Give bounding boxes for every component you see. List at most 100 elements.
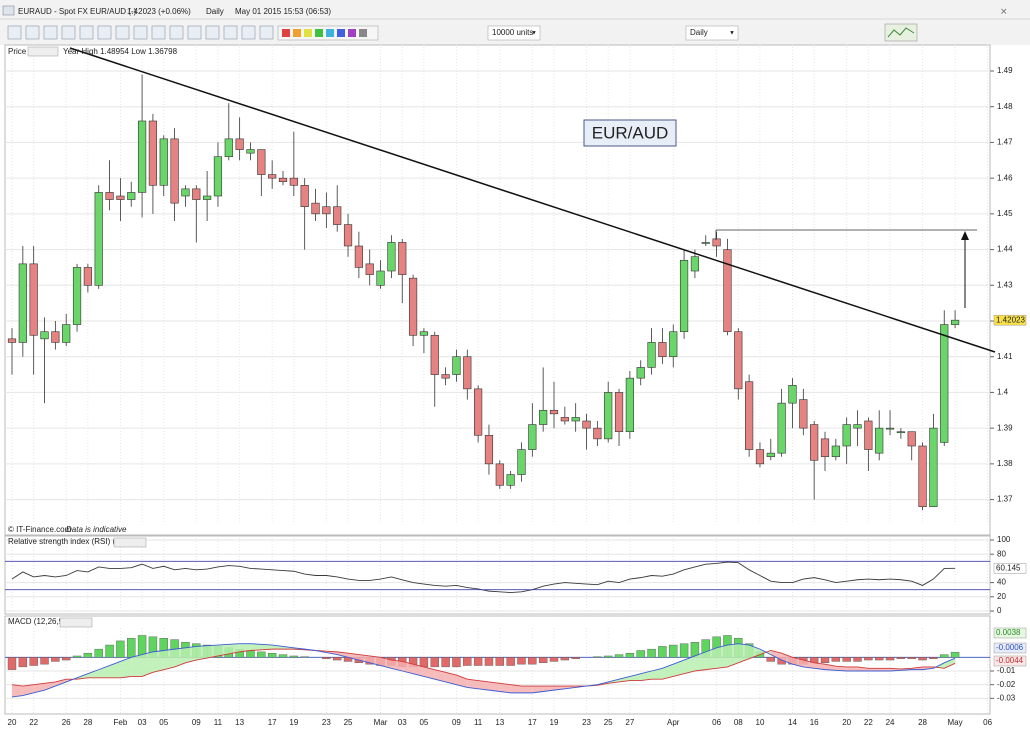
candle-body (788, 384, 797, 404)
histogram-bar (322, 657, 331, 659)
macd-fill (358, 654, 370, 663)
x-tick-label: 09 (192, 718, 201, 727)
tool[interactable] (187, 25, 202, 40)
tool[interactable] (151, 25, 166, 40)
swatch[interactable] (337, 29, 345, 37)
histogram-bar (614, 654, 624, 658)
y-tick-label: 100 (997, 535, 1011, 544)
x-tick-label: 05 (419, 718, 428, 727)
candle-body (235, 138, 244, 150)
units-dropdown[interactable] (487, 25, 541, 41)
swatch[interactable] (359, 29, 367, 37)
swatch[interactable] (282, 29, 290, 37)
tool[interactable] (223, 25, 238, 40)
title-box (583, 119, 677, 147)
histogram-bar (430, 657, 439, 668)
histogram-bar (51, 657, 60, 662)
swatch[interactable] (293, 29, 301, 37)
tool[interactable] (259, 25, 274, 40)
histogram-bar (831, 657, 841, 662)
macd-fill (423, 666, 435, 680)
candle-body (398, 242, 407, 275)
macd-fill (727, 643, 739, 667)
interval-dropdown[interactable] (685, 25, 739, 41)
macd-fill (825, 664, 836, 671)
tool[interactable] (169, 25, 184, 40)
candle-body (820, 438, 830, 458)
x-tick-label: 03 (138, 718, 147, 727)
tool[interactable] (43, 25, 58, 40)
macd-fill (803, 660, 815, 669)
macd-fill (478, 680, 489, 691)
candle-body (463, 356, 472, 390)
candle-body (148, 120, 158, 186)
macd-fill (272, 645, 283, 650)
macd-fill (499, 683, 511, 693)
x-tick-label: Apr (667, 718, 680, 727)
histogram-bar (463, 657, 472, 666)
close-button[interactable]: ✕ (1000, 6, 1008, 16)
y-tick-label: 1.39 (997, 423, 1013, 432)
candle-body (62, 324, 71, 343)
chart-type-button[interactable] (884, 23, 918, 42)
source-note: Data is indicative (66, 525, 127, 534)
candle-body (755, 449, 765, 465)
histogram-bar (625, 653, 635, 658)
panel-controls[interactable] (113, 537, 147, 548)
candle-body (745, 381, 754, 450)
units-value: 10000 units (492, 28, 533, 37)
tool[interactable] (7, 25, 22, 40)
macd-fill (781, 653, 793, 665)
tool[interactable] (97, 25, 112, 40)
panel-controls[interactable] (27, 46, 59, 57)
x-tick-label: 23 (322, 718, 331, 727)
panel-controls[interactable] (59, 617, 93, 628)
macd-fill (131, 654, 143, 677)
swatch[interactable] (326, 29, 334, 37)
x-tick-label: 09 (452, 718, 461, 727)
y-tick-label: 1.49 (997, 66, 1013, 75)
candle-body (430, 334, 439, 375)
swatch[interactable] (348, 29, 356, 37)
macd-fill (944, 658, 956, 669)
tool[interactable] (133, 25, 148, 40)
candle-body (278, 177, 288, 183)
tool[interactable] (205, 25, 220, 40)
macd-fill (22, 684, 34, 696)
histogram-bar (885, 657, 895, 661)
histogram-bar (267, 653, 277, 658)
candle-body (560, 417, 569, 422)
swatch[interactable] (315, 29, 323, 37)
y-tick-label: -0.02 (997, 680, 1016, 689)
macd-fill (380, 657, 392, 669)
tool[interactable] (115, 25, 130, 40)
candle-body (40, 331, 49, 340)
value-label: 0.0038 (996, 628, 1021, 637)
y-tick-label: 40 (997, 578, 1006, 587)
histogram-bar (484, 657, 494, 666)
year-range: Year High 1.48954 Low 1.36798 (63, 47, 178, 56)
x-tick-label: 06 (712, 718, 721, 727)
candle-body (83, 267, 92, 286)
candle-body (354, 245, 363, 268)
candle-body (29, 263, 38, 336)
window-icon[interactable] (2, 5, 15, 16)
tool[interactable] (25, 25, 40, 40)
macd-fill (879, 668, 891, 671)
candle-body (853, 424, 862, 429)
histogram-bar (506, 657, 515, 666)
y-tick-label: 0 (997, 606, 1002, 615)
x-tick-label: 25 (604, 718, 613, 727)
tool[interactable] (61, 25, 76, 40)
tool[interactable] (79, 25, 94, 40)
x-tick-label: 11 (474, 718, 483, 727)
macd-fill (152, 650, 164, 673)
x-tick-label: Mar (374, 718, 388, 727)
macd-fill (87, 669, 99, 678)
candle-body (810, 424, 819, 461)
dropdown-arrow: ▼ (531, 31, 537, 37)
interval-value: Daily (690, 28, 708, 37)
x-tick-label: 28 (83, 718, 92, 727)
swatch[interactable] (304, 29, 312, 37)
tool[interactable] (241, 25, 256, 40)
